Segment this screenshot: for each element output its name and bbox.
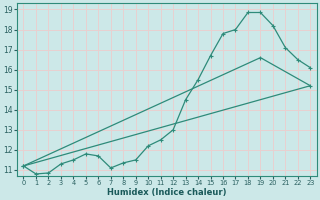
X-axis label: Humidex (Indice chaleur): Humidex (Indice chaleur) <box>107 188 227 197</box>
